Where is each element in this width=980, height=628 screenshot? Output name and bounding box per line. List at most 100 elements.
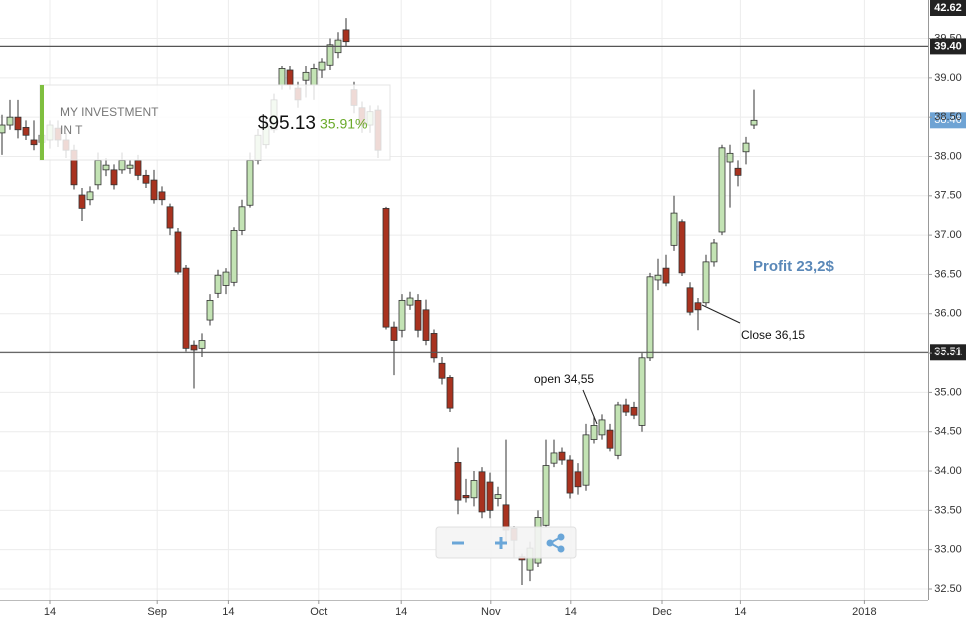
top-price-label: 42.62 [934,2,962,14]
candle-body [150,179,158,201]
candle-body [78,194,86,209]
candle-body [142,174,150,184]
last-price-bg [930,112,966,129]
candle-body [6,116,14,126]
candle-body [566,459,574,494]
candle-body [230,230,238,283]
candle-body [86,191,94,201]
candle-body [198,340,206,349]
candle-body [134,160,142,176]
candle-body [590,425,598,440]
candle-body [126,164,134,169]
investment-change: 35.91% [320,116,367,132]
y-tick-label: 33.50 [934,504,962,516]
candle-body [622,404,630,413]
candle-body [102,164,110,171]
candle-body [542,465,550,526]
candle-body [110,169,118,186]
candle-body [0,124,6,134]
level-label: 39.40 [934,40,962,52]
y-tick-label: 34.00 [934,465,962,477]
candle-body [462,495,470,499]
candle-body [686,287,694,313]
x-tick-label: Nov [481,606,501,618]
y-tick-label: 38.00 [934,150,962,162]
candle-body [190,344,198,351]
x-tick-label: 14 [222,606,234,618]
box [39,84,391,161]
candle-body [166,206,174,229]
x-tick-label: Sep [147,606,167,618]
candle-body [398,299,406,331]
annotation: open 34,55 [534,372,594,386]
candle-body [662,267,670,284]
candle-body [574,471,582,488]
candle-body [486,481,494,511]
x-tick-label: 2018 [852,606,876,618]
top-price-bg [930,0,966,16]
candle-body [406,297,414,306]
candle-body [734,167,742,176]
y-tick-label: 36.00 [934,308,962,320]
accent [40,85,44,160]
candle-body [638,357,646,426]
investment-value: $95.13 [258,113,316,134]
share-icon [546,539,554,547]
candle-body [94,160,102,186]
candle-body [238,206,246,231]
y-tick-label: 33.00 [934,544,962,556]
candle-body [470,480,478,499]
x-tick-label: 14 [395,606,407,618]
candle-body [558,451,566,461]
candle-body [646,276,654,359]
share-icon [557,545,565,553]
level-label-bg [930,38,966,55]
investment-box: MY INVESTMENT IN T $95.13 35.91% [39,84,391,161]
candle-body [158,191,166,201]
share-button[interactable] [530,528,574,557]
candle-body [606,429,614,449]
candle-body [478,471,486,513]
level-label-bg [930,344,966,361]
investment-ticker: IN T [60,123,83,137]
zoom-in-button[interactable] [483,528,527,557]
y-tick-label: 37.00 [934,229,962,241]
candle-body [702,261,710,304]
candle-body [710,242,718,263]
candle-body [654,274,662,281]
candle-body [422,309,430,341]
candle-body [694,302,702,311]
y-tick-label: 39.50 [934,32,962,44]
candle-body [342,29,350,43]
candle-body [446,377,454,409]
investment-title: MY INVESTMENT [60,105,159,119]
candle-body [182,267,190,349]
candle-body [246,160,254,206]
x-tick-label: 14 [565,606,577,618]
candle-body [326,44,334,66]
annotation-arrow [582,389,598,425]
candle-body [598,419,606,436]
zoom-out-button[interactable] [437,528,481,557]
candle-body [726,152,734,163]
x-tick-label: Dec [652,606,672,618]
y-tick-label: 39.00 [934,72,962,84]
level-label: 35.51 [934,346,962,358]
candle-body [14,116,22,131]
candle-body [382,207,390,328]
y-tick-label: 37.50 [934,190,962,202]
candle-body [318,61,326,71]
x-tick-label: 14 [734,606,746,618]
candle-body [310,68,318,86]
candle-body [742,142,750,153]
annotation: Profit 23,2$ [753,258,835,275]
candle-body [550,452,558,464]
candle-body [278,68,286,86]
y-tick-label: 36.50 [934,268,962,280]
candle-body [454,461,462,501]
annotation-arrow [701,304,741,324]
candle-body [630,406,638,416]
candle-body [430,333,438,359]
levels: 39.40 35.51 38.46 42.62 [0,0,966,361]
